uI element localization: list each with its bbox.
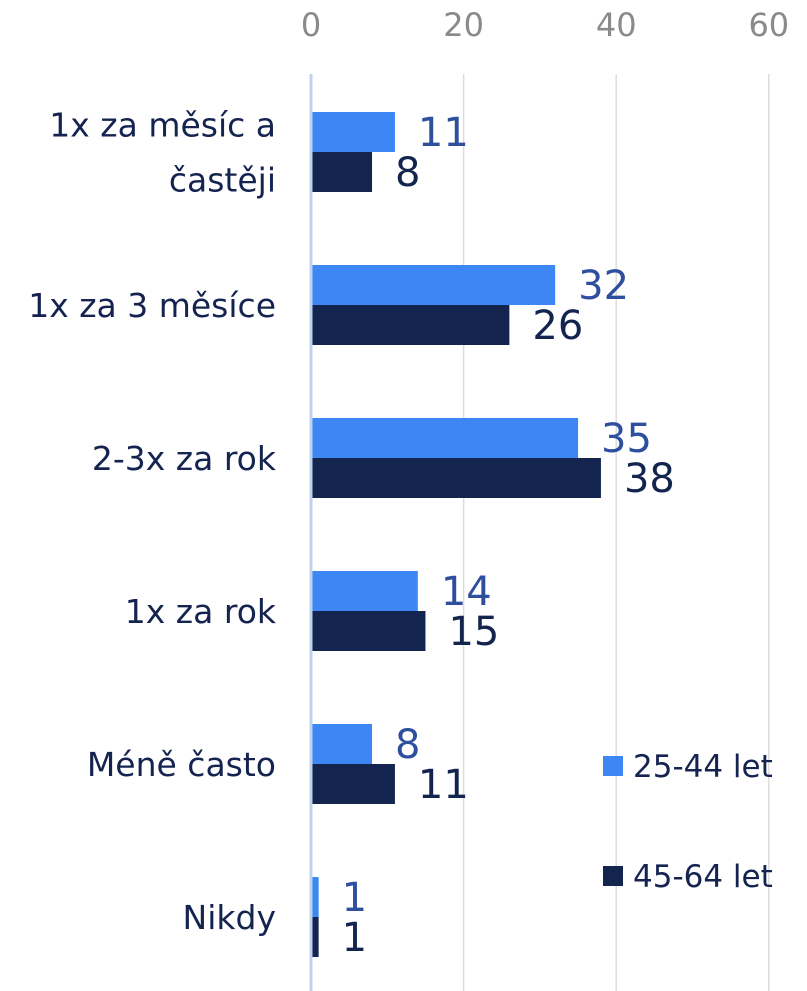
bar-series2-cat2 <box>311 305 510 345</box>
data-label-series2-cat1: 8 <box>395 150 420 196</box>
data-label-series2-cat2: 26 <box>532 303 583 349</box>
legend-label-45-64: 45-64 let <box>633 859 773 895</box>
bar-series1-cat6 <box>311 877 319 917</box>
category-label-6: Nikdy <box>183 898 276 937</box>
data-label-series1-cat4: 14 <box>441 569 492 615</box>
bar-series2-cat3 <box>311 458 601 498</box>
data-label-series1-cat1: 11 <box>418 110 469 156</box>
bar-series1-cat5 <box>311 724 373 764</box>
bar-series2-cat1 <box>311 152 373 192</box>
bars <box>311 112 601 957</box>
bar-series1-cat3 <box>311 418 579 458</box>
data-label-series1-cat5: 8 <box>395 722 420 768</box>
data-label-series2-cat4: 15 <box>448 609 499 655</box>
legend-label-25-44: 25-44 let <box>633 749 773 785</box>
category-label-1: 1x za měsíc a častěji <box>49 106 276 200</box>
x-tick-label-0: 0 <box>301 6 321 44</box>
category-label-5: Méně často <box>87 745 276 784</box>
bar-series1-cat4 <box>311 571 418 611</box>
bar-series2-cat5 <box>311 764 395 804</box>
gridlines <box>462 74 770 991</box>
category-label-4: 1x za rok <box>125 592 277 631</box>
data-label-series1-cat2: 32 <box>578 263 629 309</box>
data-label-series2-cat6: 1 <box>342 915 367 961</box>
data-label-series2-cat3: 38 <box>624 456 675 502</box>
x-axis-ticks: 0 20 40 60 <box>301 6 789 44</box>
legend: 25-44 let 45-64 let <box>603 749 773 895</box>
legend-swatch-25-44 <box>603 756 623 776</box>
x-tick-label-60: 60 <box>748 6 789 44</box>
category-label-3: 2-3x za rok <box>92 439 277 478</box>
x-tick-label-40: 40 <box>596 6 637 44</box>
bar-series1-cat2 <box>311 265 556 305</box>
category-label-2: 1x za 3 měsíce <box>28 286 276 325</box>
category-labels: 1x za měsíc a častěji 1x za 3 měsíce 2-3x z… <box>28 106 277 938</box>
bar-series2-cat6 <box>311 917 319 957</box>
bar-series1-cat1 <box>311 112 395 152</box>
legend-swatch-45-64 <box>603 866 623 886</box>
bar-series2-cat4 <box>311 611 426 651</box>
data-label-series1-cat6: 1 <box>342 875 367 921</box>
data-label-series1-cat3: 35 <box>601 416 652 462</box>
data-label-series2-cat5: 11 <box>418 762 469 808</box>
x-tick-label-20: 20 <box>443 6 484 44</box>
